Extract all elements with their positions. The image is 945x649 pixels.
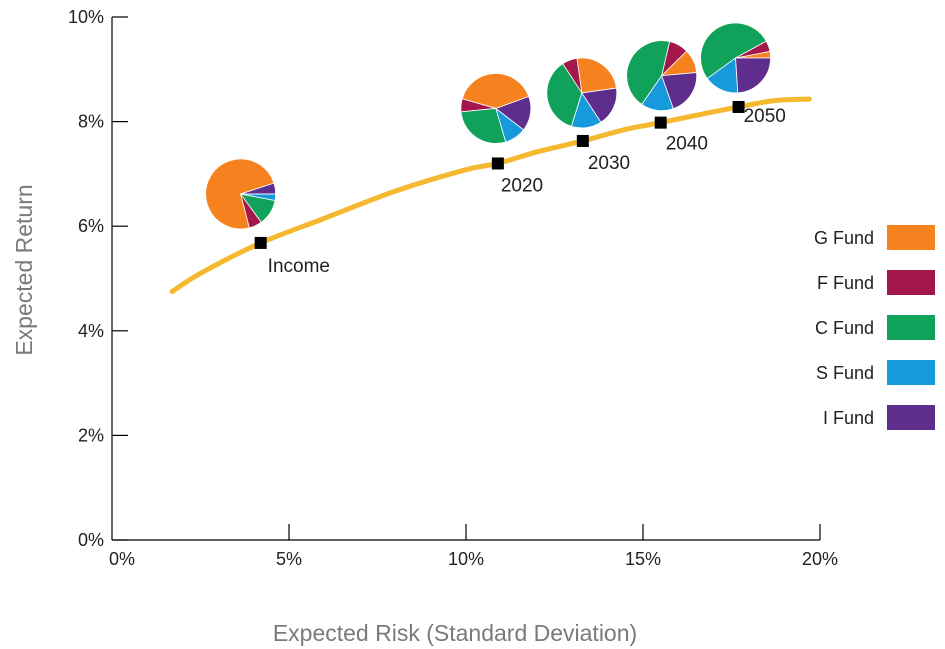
x-axis-title: Expected Risk (Standard Deviation) [273,620,637,646]
y-tick-label: 4% [78,321,104,341]
pie-slice [661,72,698,110]
pie-slice [576,57,617,94]
legend-label: G Fund [814,228,874,248]
x-tick-label: 0% [109,549,135,569]
y-tick-label: 8% [78,112,104,132]
portfolio-marker [491,157,504,170]
pie-slice [581,87,618,123]
y-tick-label: 6% [78,216,104,236]
x-ticks: 0% 5% 10% 15% 20% [109,524,838,569]
x-tick-label: 10% [448,549,484,569]
legend-swatch [887,405,935,430]
portfolio-label: 2020 [501,175,543,196]
y-tick-label: 10% [68,7,104,27]
legend-label: C Fund [815,318,874,338]
pie-slice [735,57,771,94]
pie-slice [546,63,583,127]
x-tick-label: 20% [802,549,838,569]
portfolio-label: Income [268,256,330,277]
y-tick-label: 2% [78,425,104,445]
pie-slice [700,22,767,80]
x-tick-label: 15% [625,549,661,569]
legend: G Fund F Fund C Fund S Fund I Fund [814,225,935,430]
legend-label: I Fund [823,408,874,428]
portfolio-marker [576,134,589,147]
pie-slice [205,158,275,230]
pie-slice [495,95,532,131]
allocation-pies [205,22,771,230]
allocation-pie [626,40,698,111]
portfolio-label: 2040 [666,134,708,155]
portfolio-label: 2030 [588,153,630,174]
x-tick-label: 5% [276,549,302,569]
portfolio-marker [654,116,667,129]
legend-swatch [887,360,935,385]
allocation-pie [460,73,532,144]
allocation-pie [205,158,277,230]
pie-slice [240,182,277,195]
allocation-pie [700,22,771,94]
axes: 0% 2% 4% 6% 8% 10% 0% 5% 10% 15% 20% [68,7,838,569]
portfolio-marker [732,100,745,113]
pie-slice [461,73,530,109]
legend-label: S Fund [816,363,874,383]
legend-swatch [887,315,935,340]
efficient-frontier-line [169,96,812,295]
legend-label: F Fund [817,273,874,293]
legend-swatch [887,225,935,250]
portfolio-label: 2050 [744,106,786,127]
y-ticks: 0% 2% 4% 6% 8% 10% [68,7,128,550]
pie-slice [460,108,507,144]
y-axis-title: Expected Return [11,184,37,355]
legend-swatch [887,270,935,295]
pie-slice [626,40,671,106]
allocation-pie [546,57,618,129]
y-tick-label: 0% [78,530,104,550]
portfolio-markers: Income 2020 2030 2040 2050 [254,100,786,277]
portfolio-marker [254,236,267,249]
